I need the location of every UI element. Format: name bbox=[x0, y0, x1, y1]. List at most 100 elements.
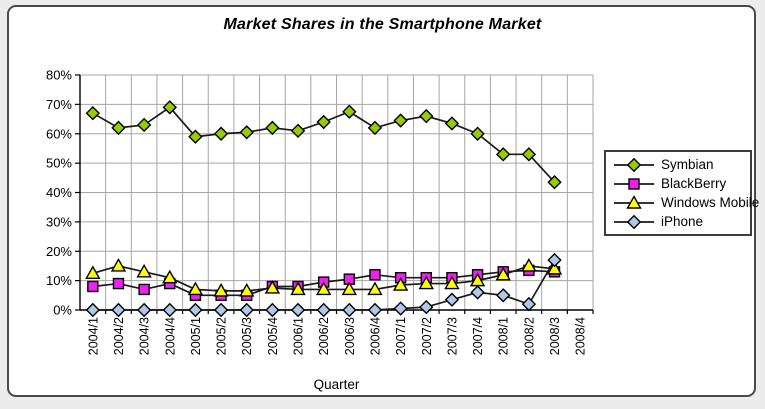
data-point-marker bbox=[213, 282, 229, 297]
x-tick-label: 2005/1 bbox=[189, 317, 203, 355]
data-point-marker bbox=[85, 265, 101, 279]
data-point-marker bbox=[546, 260, 563, 275]
x-tick-label: 2008/3 bbox=[548, 317, 562, 355]
data-point-marker bbox=[290, 123, 306, 139]
x-tick-label: 2005/2 bbox=[215, 317, 229, 355]
data-point-marker bbox=[628, 177, 640, 190]
data-point-marker bbox=[496, 288, 511, 303]
x-tick-label: 2006/4 bbox=[368, 317, 382, 355]
data-point-marker bbox=[470, 285, 485, 300]
data-point-marker bbox=[112, 277, 125, 290]
y-tick-label: 40% bbox=[46, 185, 72, 200]
data-point-marker bbox=[626, 157, 642, 172]
y-tick-label: 20% bbox=[46, 244, 72, 259]
data-point-marker bbox=[316, 302, 331, 318]
y-tick-label: 0% bbox=[53, 303, 72, 318]
data-point-marker bbox=[265, 120, 280, 136]
data-point-marker bbox=[392, 277, 409, 291]
data-point-marker bbox=[444, 292, 460, 307]
data-point-marker bbox=[290, 302, 306, 318]
x-tick-label: 2008/2 bbox=[522, 317, 536, 355]
data-point-marker bbox=[162, 302, 177, 318]
y-tick-label: 70% bbox=[46, 97, 72, 112]
x-tick-label: 2004/1 bbox=[86, 317, 100, 355]
data-point-marker bbox=[188, 302, 203, 318]
data-point-marker bbox=[138, 283, 150, 296]
data-point-marker bbox=[626, 194, 642, 209]
data-point-marker bbox=[213, 302, 229, 318]
data-point-marker bbox=[521, 296, 537, 312]
y-tick-label: 80% bbox=[46, 68, 72, 83]
legend-row-windows-mobile: Windows Mobile bbox=[612, 193, 759, 212]
x-tick-label: 2006/3 bbox=[343, 317, 357, 355]
x-axis-title: Quarter bbox=[313, 377, 360, 392]
data-point-marker bbox=[369, 269, 381, 281]
data-point-marker bbox=[290, 281, 306, 296]
data-point-marker bbox=[496, 147, 511, 162]
x-tick-label: 2008/1 bbox=[497, 317, 511, 355]
y-tick-label: 60% bbox=[46, 126, 72, 141]
legend-label-iphone: iPhone bbox=[661, 214, 704, 229]
x-tick-label: 2007/1 bbox=[394, 317, 408, 355]
x-tick-label: 2008/4 bbox=[574, 317, 588, 355]
x-tick-label: 2005/3 bbox=[240, 317, 254, 355]
y-tick-label: 50% bbox=[46, 156, 72, 171]
legend-row-iphone: iPhone bbox=[612, 212, 750, 231]
legend-row-blackberry: BlackBerry bbox=[612, 174, 750, 193]
data-point-marker bbox=[239, 282, 255, 297]
data-point-marker bbox=[547, 175, 562, 190]
x-tick-label: 2007/2 bbox=[420, 317, 434, 355]
data-point-marker bbox=[162, 269, 178, 284]
data-point-marker bbox=[367, 302, 383, 318]
x-tick-label: 2004/3 bbox=[138, 317, 152, 355]
data-point-marker bbox=[342, 104, 357, 119]
data-point-marker bbox=[213, 126, 229, 141]
legend-label-windows-mobile: Windows Mobile bbox=[661, 195, 760, 210]
data-point-marker bbox=[341, 281, 358, 296]
x-tick-label: 2007/3 bbox=[445, 317, 459, 355]
data-point-marker bbox=[136, 117, 152, 133]
chart-legend: Symbian BlackBerry Windows Mobile iPhone bbox=[604, 150, 759, 236]
data-point-marker bbox=[239, 125, 254, 140]
blackberry-legend-marker-icon bbox=[614, 177, 654, 190]
data-point-marker bbox=[547, 252, 562, 268]
chart-title: Market Shares in the Smartphone Market bbox=[223, 16, 542, 33]
data-point-marker bbox=[110, 258, 127, 272]
data-point-marker bbox=[239, 302, 254, 318]
data-point-marker bbox=[444, 116, 460, 131]
data-point-marker bbox=[111, 302, 126, 318]
symbian-legend-marker-icon bbox=[614, 157, 654, 172]
data-point-marker bbox=[393, 113, 408, 128]
data-point-marker bbox=[444, 275, 460, 290]
data-point-marker bbox=[521, 258, 537, 272]
data-point-marker bbox=[315, 281, 332, 296]
legend-row-symbian: Symbian bbox=[612, 155, 750, 174]
data-point-marker bbox=[264, 280, 281, 294]
legend-label-blackberry: BlackBerry bbox=[661, 176, 727, 191]
data-point-marker bbox=[393, 301, 408, 316]
iphone-legend-marker-icon bbox=[614, 214, 654, 229]
data-point-marker bbox=[626, 214, 642, 229]
x-tick-label: 2005/4 bbox=[266, 317, 280, 355]
data-point-marker bbox=[418, 275, 434, 290]
x-tick-label: 2006/1 bbox=[292, 317, 306, 355]
data-point-marker bbox=[162, 100, 177, 115]
data-point-marker bbox=[342, 302, 357, 318]
data-point-marker bbox=[85, 302, 101, 318]
data-point-marker bbox=[419, 299, 434, 315]
data-point-marker bbox=[316, 114, 331, 130]
data-point-marker bbox=[367, 281, 383, 296]
windows-mobile-legend-marker-icon bbox=[614, 194, 654, 209]
data-point-marker bbox=[521, 147, 537, 162]
x-tick-label: 2006/2 bbox=[317, 317, 331, 355]
x-tick-label: 2004/2 bbox=[112, 317, 126, 355]
data-point-marker bbox=[136, 263, 152, 278]
data-point-marker bbox=[367, 120, 383, 136]
data-point-marker bbox=[188, 129, 203, 144]
data-point-marker bbox=[85, 105, 101, 121]
data-point-marker bbox=[87, 280, 99, 293]
x-tick-label: 2007/4 bbox=[471, 317, 485, 355]
data-point-marker bbox=[470, 126, 485, 141]
data-point-marker bbox=[265, 302, 280, 318]
data-point-marker bbox=[419, 108, 434, 124]
